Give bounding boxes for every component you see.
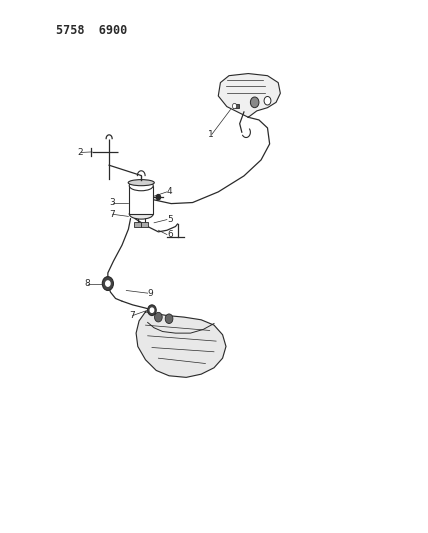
Ellipse shape — [128, 180, 154, 185]
Circle shape — [148, 305, 156, 316]
Ellipse shape — [129, 181, 153, 191]
Text: 6: 6 — [167, 230, 172, 239]
Text: 2: 2 — [78, 148, 83, 157]
Ellipse shape — [129, 209, 153, 219]
Circle shape — [264, 96, 271, 105]
Polygon shape — [218, 74, 280, 117]
Circle shape — [155, 312, 162, 322]
Text: 5: 5 — [167, 215, 172, 224]
Polygon shape — [136, 312, 226, 377]
Text: 8: 8 — [84, 279, 90, 288]
Circle shape — [106, 281, 110, 286]
Bar — [141, 222, 148, 228]
Text: 5758  6900: 5758 6900 — [56, 24, 127, 37]
Bar — [134, 222, 141, 228]
Text: 1: 1 — [208, 130, 214, 139]
Text: 7: 7 — [129, 311, 135, 320]
Bar — [233, 104, 239, 108]
Text: 3: 3 — [109, 198, 115, 207]
Circle shape — [102, 277, 113, 290]
Circle shape — [156, 195, 160, 200]
Circle shape — [165, 314, 173, 324]
Text: 9: 9 — [148, 289, 153, 297]
Circle shape — [250, 97, 259, 108]
Text: 7: 7 — [109, 210, 115, 219]
Circle shape — [232, 103, 237, 109]
Text: 4: 4 — [167, 188, 172, 196]
Circle shape — [150, 308, 154, 312]
Bar — [129, 185, 153, 214]
